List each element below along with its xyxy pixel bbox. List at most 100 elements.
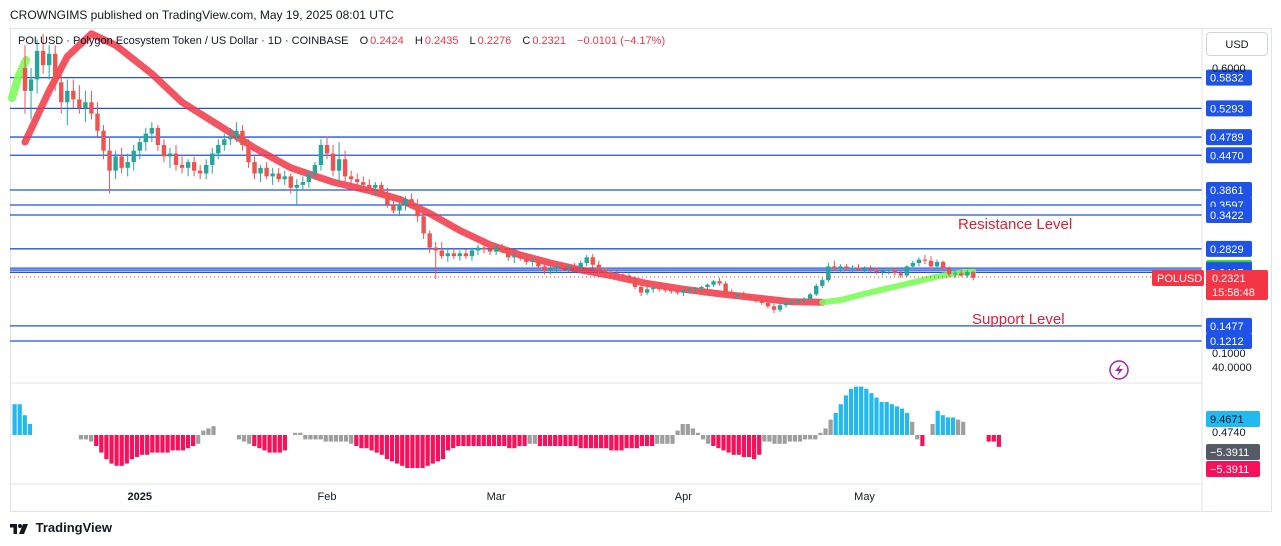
candle-body [167, 153, 173, 157]
histogram-bar [410, 435, 415, 468]
histogram-bar [930, 424, 935, 435]
histogram-bar [604, 435, 609, 449]
candle-body [28, 79, 34, 91]
histogram-bar [333, 435, 338, 442]
candle-body [844, 266, 849, 269]
candle-body [210, 153, 215, 165]
histogram-bar [854, 386, 859, 435]
candle-body [524, 258, 529, 262]
footer-brand-label: TradingView [35, 520, 112, 535]
candle-body [342, 159, 348, 177]
candle-body [765, 302, 771, 307]
candle-body [681, 290, 686, 293]
time-axis[interactable]: 2025 Feb Mar Apr May [128, 491, 876, 503]
histogram-bar [767, 435, 772, 442]
histogram-bar [196, 435, 201, 444]
candle-body [276, 173, 281, 180]
histogram-bar [359, 435, 364, 449]
candle-body [729, 292, 734, 297]
candle-body [693, 288, 698, 290]
candle-body [971, 271, 976, 278]
histogram-bar [680, 424, 685, 435]
histogram-bar [650, 435, 655, 446]
candle-body [771, 306, 777, 310]
candle-body [826, 266, 831, 281]
histogram-bar [155, 435, 160, 453]
histogram-bar [782, 435, 787, 444]
candle-body [83, 102, 88, 108]
histogram-bar [956, 419, 961, 435]
candle-body [518, 256, 523, 259]
histogram-bar [206, 428, 211, 435]
level-tag-label: 0.5832 [1210, 73, 1244, 85]
histogram-bar [542, 435, 548, 446]
histogram-bar [899, 408, 905, 435]
level-tag [1206, 69, 1252, 86]
histogram-bar [165, 435, 170, 453]
level-tag-label: 0.3422 [1210, 210, 1244, 222]
candle-body [542, 266, 547, 271]
candle-body [475, 247, 481, 251]
last-price-symbol: POLUSD [1157, 273, 1202, 285]
histogram-bar [522, 435, 527, 446]
histogram-bar [440, 435, 446, 460]
histogram-bar [986, 435, 991, 442]
histogram-bar [950, 417, 956, 435]
histogram-bar [859, 386, 864, 435]
candle-body [89, 102, 94, 114]
candle-body [113, 156, 118, 171]
candle-body [644, 289, 650, 293]
histogram-bar [328, 435, 333, 442]
candle-body [427, 233, 432, 248]
candle-body [119, 156, 124, 168]
candle-body [361, 182, 366, 185]
candle-body [789, 301, 795, 303]
candle-body [270, 173, 275, 177]
histogram-bar [879, 402, 884, 435]
histogram-bar [308, 435, 313, 440]
lightning-icon[interactable] [1109, 360, 1129, 380]
time-axis-label: Feb [318, 491, 337, 503]
histogram-bar [395, 435, 400, 464]
histogram-bar [405, 435, 410, 468]
level-tag [1206, 317, 1252, 334]
level-tag [1206, 181, 1252, 198]
candle-body [252, 162, 257, 174]
currency-button[interactable]: USD [1206, 32, 1268, 56]
histogram-bar [757, 435, 762, 455]
histogram-bar [89, 435, 94, 442]
candle-body [608, 272, 614, 274]
histogram-bar [451, 435, 456, 449]
candle-body [705, 284, 710, 287]
histogram-bar [150, 435, 155, 453]
candle-body [632, 278, 638, 287]
histogram-bar [349, 435, 354, 444]
candle-body [46, 53, 52, 66]
level-tag [1206, 147, 1252, 164]
level-tag [1206, 207, 1252, 224]
candle-body [463, 253, 469, 257]
candle-body [246, 144, 251, 163]
candle-body [886, 269, 891, 271]
histogram-bar [726, 435, 731, 453]
candle-body [373, 184, 378, 188]
candle-body [868, 268, 873, 270]
histogram-bar [109, 435, 114, 464]
candle-body [934, 261, 940, 267]
candle-body [107, 150, 112, 171]
price-scale-label: 0.1000 [1212, 348, 1246, 360]
candle-body [409, 199, 414, 205]
candle-body [445, 253, 450, 257]
histogram-bar [119, 435, 124, 466]
histogram-bar [848, 388, 854, 435]
candle-body [131, 150, 136, 163]
histogram-bar [889, 404, 894, 435]
candle-body [584, 257, 589, 264]
osc-scale-label: 40.0000 [1212, 362, 1252, 374]
histogram-bar [318, 435, 323, 440]
histogram-bar [614, 435, 619, 451]
candle-body [391, 204, 396, 211]
histogram-bar [772, 435, 777, 444]
candle-body [536, 260, 541, 267]
